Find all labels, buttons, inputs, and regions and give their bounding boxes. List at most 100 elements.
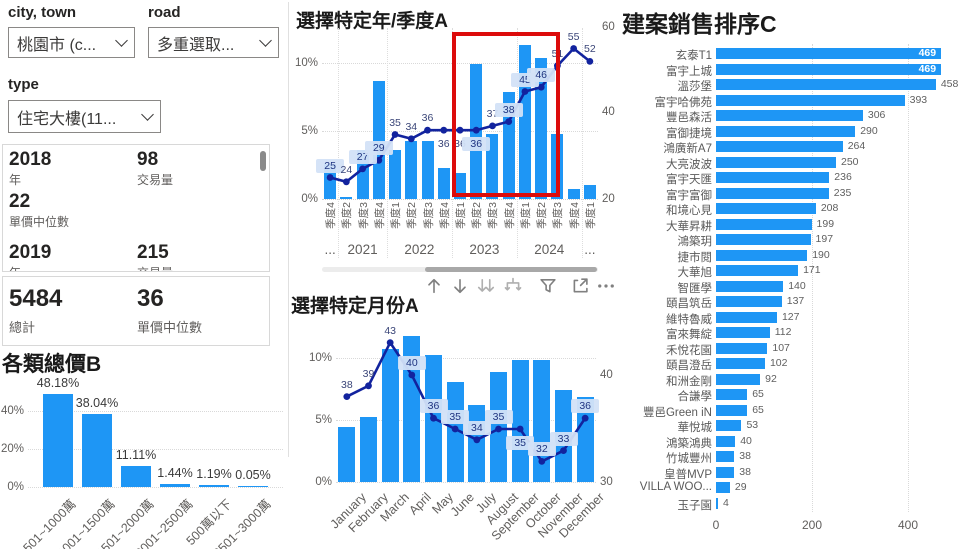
x-tick-quarter: 季度4 xyxy=(568,202,581,229)
rank-value-label: 199 xyxy=(816,217,835,230)
rank-bar-鴻廣新A7[interactable] xyxy=(716,141,843,152)
rank-label: 玄泰T1 xyxy=(675,50,712,62)
rank-bar-禾悅花園[interactable] xyxy=(716,342,768,354)
bar-季度2[interactable] xyxy=(405,140,418,199)
rank-bar-富宇上城[interactable] xyxy=(716,63,942,75)
bar-501~1000萬[interactable] xyxy=(43,394,73,487)
bar-季度4[interactable] xyxy=(372,80,385,199)
bar-季度4[interactable] xyxy=(437,167,450,199)
line-data-label: 36 xyxy=(571,399,600,414)
rank-bar-大華昇耕[interactable] xyxy=(716,218,812,230)
bar-value-label: 48.18% xyxy=(36,376,80,391)
rank-bar-鴻築鴻典[interactable] xyxy=(716,435,736,447)
gridline xyxy=(336,358,596,359)
rank-bar-維特魯威[interactable] xyxy=(716,311,777,323)
rank-bar-玄泰T1[interactable] xyxy=(716,48,942,59)
x-group-label-2023: 2023 xyxy=(469,242,500,257)
rank-value-label: 458 xyxy=(940,78,959,90)
rank-value-label: 250 xyxy=(841,155,859,168)
bar-500萬以下[interactable] xyxy=(199,484,229,487)
bar-季度4[interactable] xyxy=(567,189,580,199)
bar-September[interactable] xyxy=(511,359,529,482)
rank-bar-VILLA WOO...[interactable] xyxy=(716,482,730,493)
rank-bar-頤昌筑岳[interactable] xyxy=(716,296,782,307)
rank-value-label: 393 xyxy=(909,93,928,106)
rank-label: 頤昌澄岳 xyxy=(666,360,712,372)
chevron-down-icon xyxy=(141,108,154,121)
rank-value-label: 469 xyxy=(918,47,937,59)
rank-bar-溫莎堡[interactable] xyxy=(716,79,936,90)
rank-bar-豐邑Green iN[interactable] xyxy=(716,404,748,416)
bar-June[interactable] xyxy=(446,382,464,482)
rank-label: 捷市閱 xyxy=(677,251,713,264)
bar-October[interactable] xyxy=(533,359,551,482)
rank-bar-和境心見[interactable] xyxy=(716,203,816,214)
gridline-vertical xyxy=(338,28,340,258)
bar-May[interactable] xyxy=(425,355,442,482)
bar-January[interactable] xyxy=(338,427,356,482)
rank-value-label: 102 xyxy=(769,357,788,369)
bar-季度1[interactable] xyxy=(583,185,596,199)
gridline-vertical xyxy=(581,28,583,258)
bar-季度1[interactable] xyxy=(389,150,402,199)
type-dropdown[interactable]: 住宅大樓(11... xyxy=(8,100,161,133)
vertical-scrollbar-thumb[interactable] xyxy=(260,151,266,171)
rank-bar-頤昌澄岳[interactable] xyxy=(716,358,765,369)
bar-1001~1500萬[interactable] xyxy=(82,413,112,487)
bar-2001~2500萬[interactable] xyxy=(160,484,190,487)
rank-bar-富宇哈佛苑[interactable] xyxy=(716,94,905,106)
axis-tick-label: 0% xyxy=(7,481,24,493)
rank-bar-華悅城[interactable] xyxy=(716,420,742,431)
rank-bar-大亮波波[interactable] xyxy=(716,156,836,168)
rank-bar-捷市閱[interactable] xyxy=(716,249,808,261)
hscrollbar-thumb[interactable] xyxy=(425,267,597,272)
rank-bar-皇普MVP[interactable] xyxy=(716,466,735,478)
bar-February[interactable] xyxy=(360,417,377,482)
line-point xyxy=(365,382,372,390)
bar-1501~2000萬[interactable] xyxy=(121,465,151,487)
axis-tick-label: 10% xyxy=(294,57,318,69)
bar-July[interactable] xyxy=(468,404,486,482)
focus-mode-icon[interactable] xyxy=(570,276,590,296)
rank-bar-合謙學[interactable] xyxy=(716,389,748,400)
rank-label: VILLA WOO... xyxy=(639,481,712,493)
more-options-icon[interactable] xyxy=(596,276,616,296)
rank-bar-富宇天匯[interactable] xyxy=(716,172,830,183)
rank-value-label: 107 xyxy=(772,341,790,354)
filter-icon[interactable] xyxy=(538,276,558,296)
bar-2501~3000萬[interactable] xyxy=(238,485,268,487)
drill-down-level-icon[interactable] xyxy=(476,276,496,296)
road-dropdown[interactable]: 多重選取... xyxy=(148,27,279,58)
rank-label: 鴻廣新A7 xyxy=(663,143,712,155)
bar-March[interactable] xyxy=(381,349,399,482)
rank-bar-鴻築玥[interactable] xyxy=(716,234,811,245)
axis-tick-label: 30 xyxy=(600,476,613,488)
axis-tick-label: 20% xyxy=(0,443,24,455)
rank-label: 豐邑Green iN xyxy=(642,406,712,419)
rank-label: 鴻築鴻典 xyxy=(666,437,712,450)
rank-bar-豐邑森活[interactable] xyxy=(716,110,863,121)
line-data-label: 33 xyxy=(549,431,578,446)
city-town-dropdown[interactable]: 桃園市 (c... xyxy=(8,27,135,58)
x-group-label-2022: 2022 xyxy=(404,242,435,257)
rank-bar-富宇富御[interactable] xyxy=(716,187,829,199)
rank-bar-竹城豐州[interactable] xyxy=(716,451,735,462)
kpi-label: 交易量 xyxy=(137,173,174,187)
drill-up-icon[interactable] xyxy=(424,276,444,296)
rank-bar-富來舞綻[interactable] xyxy=(716,327,770,338)
kpi-value: 2018 xyxy=(9,149,52,170)
rank-bar-智匯學[interactable] xyxy=(716,280,784,292)
expand-all-down-icon[interactable] xyxy=(503,276,523,296)
rank-bar-富御捷境[interactable] xyxy=(716,125,856,137)
bar-August[interactable] xyxy=(490,372,507,482)
kpi-card-totals: 5484 總計 36 單價中位數 xyxy=(2,276,270,346)
column-divider xyxy=(288,2,289,457)
bar-季度2[interactable] xyxy=(340,196,353,199)
rank-bar-和洲金剛[interactable] xyxy=(716,373,761,385)
axis-tick-label: 200 xyxy=(801,518,823,532)
chart-title-quarters: 選擇特定年/季度A xyxy=(296,11,449,32)
rank-bar-玉子園[interactable] xyxy=(716,497,718,509)
rank-label: 大華旭 xyxy=(677,267,713,279)
rank-bar-大華旭[interactable] xyxy=(716,265,799,276)
drill-down-icon[interactable] xyxy=(450,276,470,296)
